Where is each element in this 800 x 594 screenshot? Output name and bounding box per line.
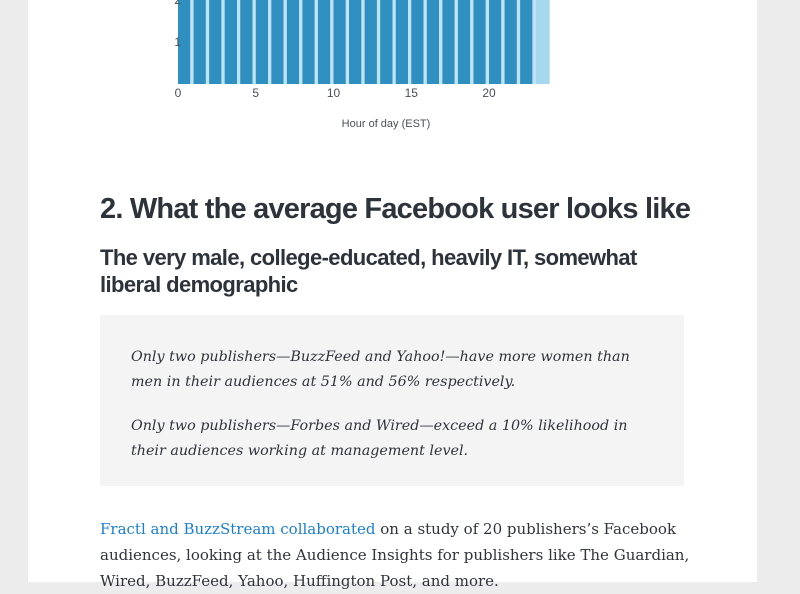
bar-gap-6 <box>284 0 287 84</box>
bar-hour-22 <box>520 0 532 84</box>
x-tick-label: 5 <box>252 86 259 100</box>
bar-hour-12 <box>365 0 377 84</box>
y-tick-label: 1 <box>174 35 181 49</box>
bar-gap-17 <box>455 0 458 84</box>
x-tick-label: 10 <box>327 86 341 100</box>
bar-gap-13 <box>393 0 396 84</box>
bar-gap-9 <box>330 0 333 84</box>
section-subheading: The very male, college-educated, heavily… <box>100 244 700 298</box>
bar-hour-19 <box>473 0 485 84</box>
bar-gap-10 <box>346 0 349 84</box>
bar-gap-19 <box>486 0 489 84</box>
quote-paragraph-2: Only two publishers—Forbes and Wired—exc… <box>131 414 660 464</box>
bar-gap-4 <box>253 0 256 84</box>
bar-hour-1 <box>194 0 206 84</box>
bar-hour-20 <box>489 0 501 84</box>
bar-gap-18 <box>470 0 473 84</box>
bar-gap-7 <box>299 0 302 84</box>
bar-hour-8 <box>302 0 314 84</box>
y-tick-label: 2 <box>174 0 181 7</box>
bar-gap-12 <box>377 0 380 84</box>
bar-gap-20 <box>501 0 504 84</box>
quote-paragraph-1: Only two publishers—BuzzFeed and Yahoo!—… <box>131 345 660 395</box>
bar-hour-17 <box>442 0 454 84</box>
bar-hour-3 <box>225 0 237 84</box>
bar-hour-11 <box>349 0 361 84</box>
body-paragraph: Fractl and BuzzStream collaborated on a … <box>100 516 692 594</box>
bar-hour-18 <box>458 0 470 84</box>
bar-gap-1 <box>206 0 209 84</box>
bar-hour-13 <box>380 0 392 84</box>
bar-hour-16 <box>427 0 439 84</box>
bar-gap-8 <box>315 0 318 84</box>
pull-quote: Only two publishers—BuzzFeed and Yahoo!—… <box>100 315 684 486</box>
bar-gap-0 <box>190 0 193 84</box>
x-tick-label: 15 <box>405 86 419 100</box>
bar-gap-21 <box>517 0 520 84</box>
bar-hour-7 <box>287 0 299 84</box>
bar-gap-14 <box>408 0 411 84</box>
bar-hour-10 <box>334 0 346 84</box>
section-heading: 2. What the average Facebook user looks … <box>100 189 690 229</box>
chart-x-axis-label: Hour of day (EST) <box>342 118 431 130</box>
bar-gap-2 <box>221 0 224 84</box>
bar-hour-21 <box>505 0 517 84</box>
bar-gap-11 <box>361 0 364 84</box>
hour-of-day-bar-chart: 2 1 0 5 10 15 20 Hour of day (EST) <box>28 0 757 140</box>
bar-hour-14 <box>396 0 408 84</box>
article-page: 2 1 0 5 10 15 20 Hour of day (EST) 2. What th… <box>28 0 757 582</box>
bar-hour-5 <box>256 0 268 84</box>
study-link[interactable]: Fractl and BuzzStream collaborated <box>100 520 376 538</box>
bar-gap-16 <box>439 0 442 84</box>
bar-gap-5 <box>268 0 271 84</box>
bar-gap-15 <box>424 0 427 84</box>
chart-x-ticks: 0 5 10 15 20 <box>175 86 496 100</box>
x-tick-label: 0 <box>175 86 182 100</box>
bar-hour-6 <box>271 0 283 84</box>
bar-hour-15 <box>411 0 423 84</box>
bar-hour-4 <box>240 0 252 84</box>
x-tick-label: 20 <box>482 86 496 100</box>
bar-hour-2 <box>209 0 221 84</box>
bar-gap-3 <box>237 0 240 84</box>
bar-hour-23 <box>536 0 550 84</box>
bar-gap-22 <box>532 0 535 84</box>
bar-hour-9 <box>318 0 330 84</box>
chart-bars <box>178 0 550 84</box>
